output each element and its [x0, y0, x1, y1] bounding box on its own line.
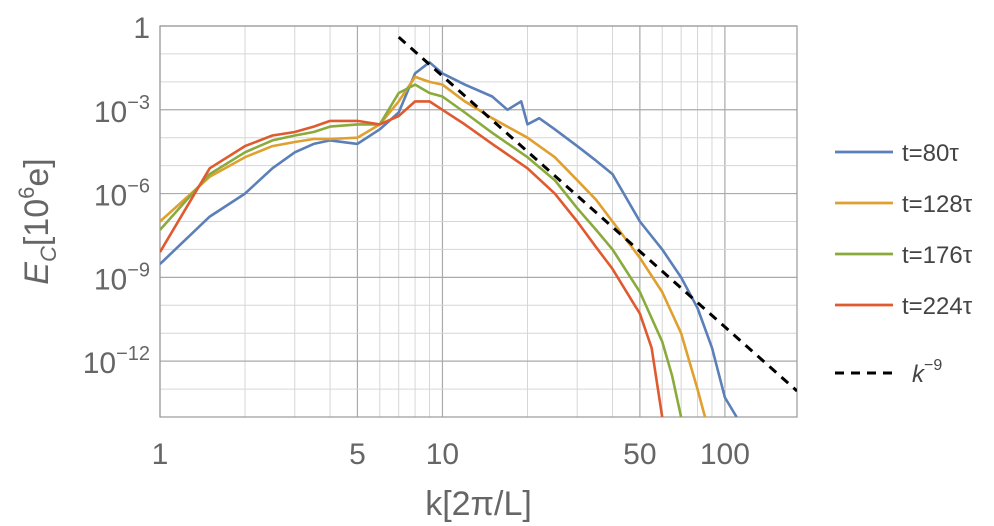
y-tick-label: 10−3 [94, 92, 150, 129]
legend-item: t=80τ [835, 140, 959, 167]
legend-label: t=176τ [902, 242, 973, 269]
x-tick-label: 10 [426, 438, 459, 471]
x-tick-label: 100 [700, 438, 750, 471]
legend-item: t=128τ [835, 191, 973, 218]
legend-item: t=176τ [835, 242, 973, 269]
y-tick-label: 1 [133, 12, 150, 45]
series-layer [160, 35, 797, 417]
y-tick-label: 10−6 [94, 176, 150, 213]
series-line-1 [160, 60, 738, 417]
legend-label: t=224τ [902, 293, 973, 320]
legend: t=80τ t=128τ t=176τ t=224τ k−9 [835, 140, 973, 388]
legend-label: t=80τ [902, 140, 959, 167]
legend-label: t=128τ [902, 191, 973, 218]
reference-line-k-9 [397, 35, 797, 393]
series-line-2 [160, 75, 707, 417]
y-axis-ticks: 1 10−3 10−6 10−9 10−12 [83, 12, 150, 380]
x-axis-ticks: 1 5 10 50 100 [152, 438, 750, 471]
grid-lines [159, 25, 797, 418]
y-tick-label: 10−12 [83, 343, 150, 380]
x-axis-label: k[2π/L] [425, 485, 532, 523]
x-tick-label: 5 [349, 438, 366, 471]
series-line-3 [160, 83, 683, 417]
series-line-4 [160, 100, 664, 417]
legend-label: k−9 [912, 357, 942, 388]
legend-item: t=224τ [835, 293, 973, 320]
y-axis-label: EC[106e] [14, 158, 61, 284]
x-tick-label: 50 [623, 438, 656, 471]
x-tick-label: 1 [152, 438, 169, 471]
y-tick-label: 10−9 [94, 259, 150, 296]
legend-item: k−9 [835, 357, 942, 388]
